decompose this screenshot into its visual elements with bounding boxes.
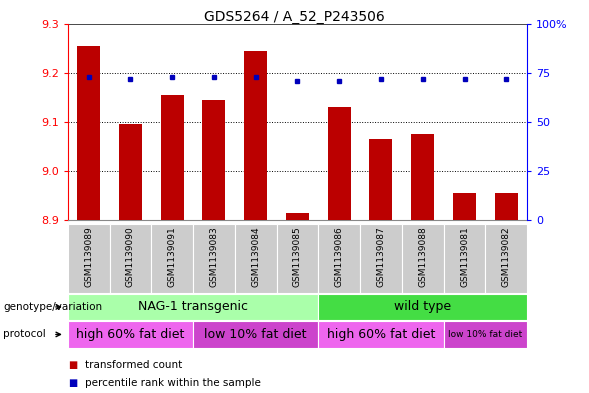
Bar [244,51,267,220]
Text: low 10% fat diet: low 10% fat diet [204,328,307,341]
Bar [318,224,360,293]
Text: GSM1139084: GSM1139084 [251,226,260,287]
Text: GSM1139082: GSM1139082 [502,226,511,287]
Bar [119,124,142,220]
Text: GDS5264 / A_52_P243506: GDS5264 / A_52_P243506 [204,10,385,24]
Text: high 60% fat diet: high 60% fat diet [327,328,435,341]
Bar [151,224,193,293]
Bar [444,321,527,348]
Bar [68,294,318,320]
Text: low 10% fat diet: low 10% fat diet [448,330,522,339]
Bar [318,294,527,320]
Text: ■: ■ [68,360,77,371]
Bar [453,193,476,220]
Bar [68,224,110,293]
Bar [327,107,350,220]
Bar [369,139,392,220]
Text: GSM1139083: GSM1139083 [210,226,219,287]
Text: GSM1139089: GSM1139089 [84,226,93,287]
Text: protocol: protocol [3,329,46,340]
Bar [444,224,485,293]
Text: GSM1139088: GSM1139088 [418,226,427,287]
Bar [77,46,100,220]
Text: GSM1139085: GSM1139085 [293,226,302,287]
Bar [203,100,226,220]
Text: ■: ■ [68,378,77,388]
Text: GSM1139090: GSM1139090 [126,226,135,287]
Bar [193,321,318,348]
Text: NAG-1 transgenic: NAG-1 transgenic [138,300,248,314]
Bar [193,224,235,293]
Bar [110,224,151,293]
Bar [495,193,518,220]
Bar [161,95,184,220]
Text: percentile rank within the sample: percentile rank within the sample [85,378,262,388]
Bar [235,224,277,293]
Text: high 60% fat diet: high 60% fat diet [76,328,184,341]
Text: GSM1139087: GSM1139087 [376,226,385,287]
Bar [411,134,434,220]
Bar [402,224,444,293]
Bar [485,224,527,293]
Text: genotype/variation: genotype/variation [3,302,102,312]
Bar [360,224,402,293]
Text: transformed count: transformed count [85,360,183,371]
Bar [277,224,318,293]
Text: GSM1139091: GSM1139091 [168,226,177,287]
Text: GSM1139081: GSM1139081 [460,226,469,287]
Bar [318,321,444,348]
Text: wild type: wild type [394,300,451,314]
Bar [286,213,309,220]
Text: GSM1139086: GSM1139086 [335,226,344,287]
Bar [68,321,193,348]
